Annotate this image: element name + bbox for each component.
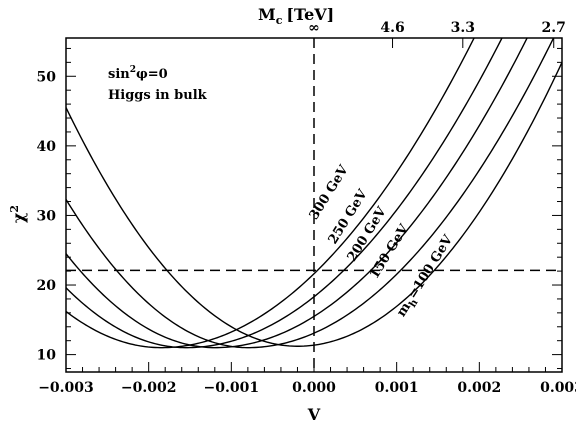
axis-tick-labels: −0.003 −0.002 −0.001 0.000 0.001 0.002 0.003 10… [37, 20, 576, 396]
top-tick-label: ∞ [308, 20, 320, 36]
top-axis-label: Mc [TeV] [258, 5, 334, 27]
series-label-4: mh=100 GeV [394, 232, 459, 321]
x-tick-label: −0.002 [121, 380, 177, 396]
series-curve-0 [66, 38, 475, 349]
x-tick-label: −0.001 [204, 380, 260, 396]
x-tick-label: 0.003 [540, 380, 576, 396]
series-curve-3 [66, 38, 555, 349]
series-curve-2 [66, 38, 528, 349]
x-tick-label: 0.000 [292, 380, 336, 396]
x-axis-label: V [307, 405, 321, 424]
y-tick-label: 40 [37, 139, 57, 155]
x-tick-label: 0.002 [457, 380, 501, 396]
series-curve-1 [66, 38, 503, 349]
y-axis-label: χ2 [8, 205, 28, 223]
y-tick-label: 10 [37, 348, 57, 364]
x-tick-label: −0.003 [38, 380, 94, 396]
y-tick-label: 30 [37, 208, 57, 224]
series-curves [66, 38, 562, 349]
y-tick-label: 20 [37, 278, 57, 294]
top-tick-label: 3.3 [451, 20, 475, 36]
annotation-higgs: Higgs in bulk [108, 88, 208, 103]
annotation-mixing: sin2φ=0 [108, 65, 168, 82]
top-tick-label: 4.6 [380, 20, 404, 36]
y-tick-label: 50 [37, 69, 57, 85]
top-tick-label: 2.7 [542, 20, 566, 36]
x-tick-label: 0.001 [375, 380, 419, 396]
series-curve-4 [66, 62, 562, 347]
axis-ticks [65, 38, 563, 372]
